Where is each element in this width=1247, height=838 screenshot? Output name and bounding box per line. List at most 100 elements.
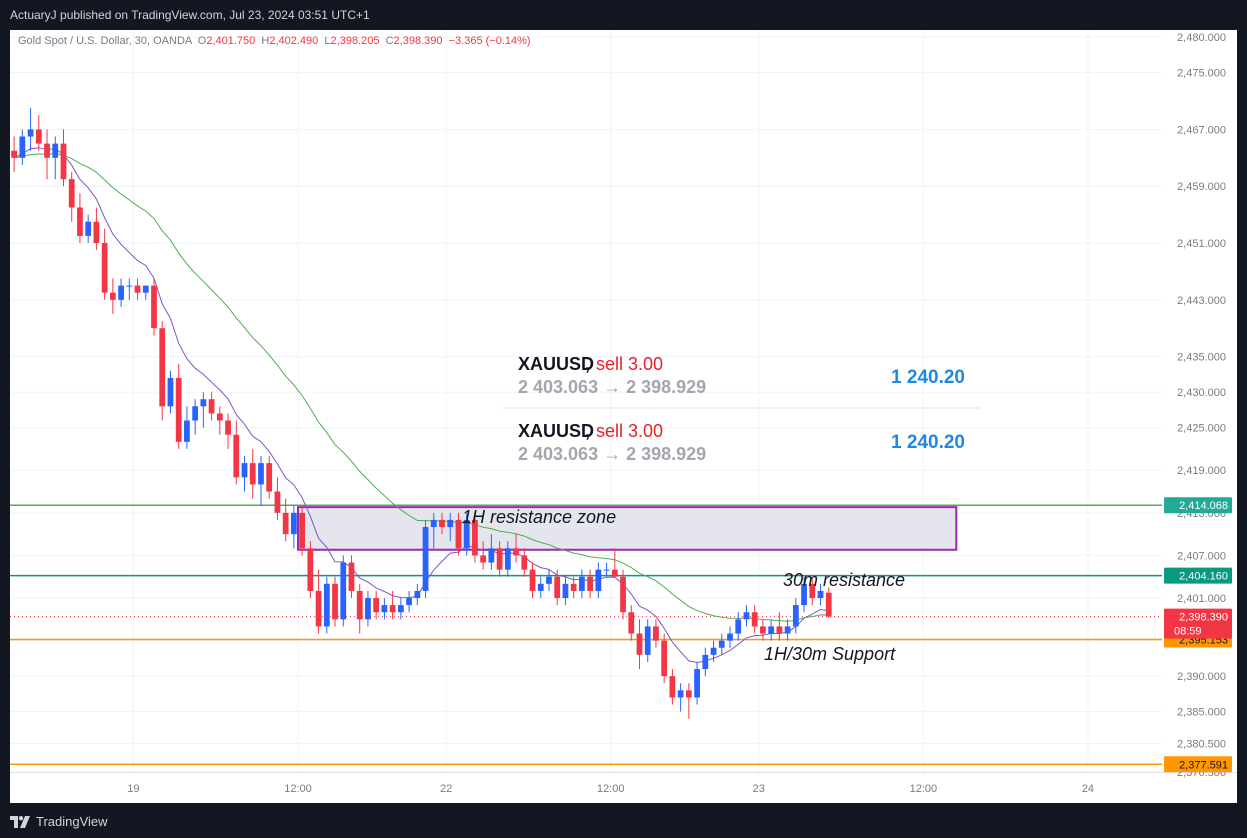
- candle-body[interactable]: [192, 406, 199, 421]
- candle-body[interactable]: [381, 605, 388, 613]
- candle-body[interactable]: [274, 491, 281, 513]
- candle-body[interactable]: [463, 519, 470, 549]
- candle-body[interactable]: [11, 150, 17, 158]
- candle-body[interactable]: [447, 519, 454, 528]
- candle-body[interactable]: [225, 420, 231, 435]
- candle-body[interactable]: [35, 129, 42, 144]
- candle-body[interactable]: [611, 569, 618, 577]
- candle-body[interactable]: [348, 562, 355, 591]
- candle-body[interactable]: [52, 143, 59, 158]
- candle-body[interactable]: [784, 626, 791, 634]
- candle-body[interactable]: [776, 626, 783, 634]
- candle-body[interactable]: [249, 463, 256, 485]
- candle-body[interactable]: [817, 590, 824, 599]
- candle-body[interactable]: [184, 420, 190, 442]
- candle-body[interactable]: [595, 569, 602, 591]
- candle-body[interactable]: [142, 285, 149, 293]
- candle-body[interactable]: [743, 612, 750, 620]
- candle-body[interactable]: [513, 548, 519, 556]
- candle-body[interactable]: [653, 626, 659, 641]
- candle-body[interactable]: [200, 399, 207, 407]
- candle-body[interactable]: [430, 519, 437, 528]
- candle-body[interactable]: [19, 136, 26, 158]
- candle-body[interactable]: [694, 669, 700, 698]
- candle-body[interactable]: [356, 590, 363, 620]
- candle-body[interactable]: [307, 548, 314, 591]
- candle-body[interactable]: [579, 576, 585, 591]
- candle-body[interactable]: [669, 676, 676, 698]
- candle-body[interactable]: [101, 243, 108, 293]
- candle-body[interactable]: [233, 434, 240, 478]
- price-axis[interactable]: [1162, 30, 1237, 772]
- candle-body[interactable]: [620, 576, 626, 613]
- candle-body[interactable]: [109, 292, 116, 300]
- candle-body[interactable]: [603, 569, 610, 571]
- candle-body[interactable]: [397, 605, 404, 613]
- candle-body[interactable]: [389, 605, 396, 613]
- time-axis[interactable]: [10, 772, 1237, 803]
- candle-body[interactable]: [587, 576, 593, 591]
- candle-body[interactable]: [661, 640, 668, 677]
- candle-body[interactable]: [735, 619, 742, 634]
- candle-body[interactable]: [727, 633, 733, 641]
- candle-body[interactable]: [768, 626, 775, 634]
- candle-body[interactable]: [472, 519, 478, 556]
- candle-body[interactable]: [570, 583, 577, 591]
- candle-body[interactable]: [93, 221, 100, 244]
- candle-body[interactable]: [792, 605, 799, 627]
- candle-body[interactable]: [151, 285, 157, 329]
- candle-body[interactable]: [216, 413, 223, 421]
- candle-body[interactable]: [44, 143, 50, 158]
- candle-body[interactable]: [406, 598, 412, 606]
- candle-body[interactable]: [644, 626, 651, 655]
- candle-body[interactable]: [685, 690, 692, 698]
- candle-body[interactable]: [68, 179, 75, 208]
- candle-body[interactable]: [118, 285, 124, 300]
- candle-body[interactable]: [422, 527, 429, 591]
- tradingview-logo[interactable]: TradingView: [10, 814, 108, 829]
- candle-body[interactable]: [159, 328, 166, 407]
- candle-body[interactable]: [751, 612, 758, 627]
- candle-body[interactable]: [167, 377, 174, 407]
- candle-body[interactable]: [455, 519, 462, 549]
- candle-body[interactable]: [134, 285, 141, 293]
- candle-body[interactable]: [299, 512, 305, 549]
- candle-body[interactable]: [373, 598, 380, 613]
- candle-body[interactable]: [529, 569, 536, 591]
- candle-body[interactable]: [60, 143, 67, 180]
- candle-body[interactable]: [554, 576, 561, 599]
- candle-body[interactable]: [241, 463, 248, 478]
- candle-body[interactable]: [332, 583, 338, 620]
- candle-body[interactable]: [537, 583, 544, 591]
- candle-body[interactable]: [760, 626, 766, 634]
- candle-body[interactable]: [414, 590, 421, 599]
- candle-body[interactable]: [282, 512, 289, 535]
- candle-body[interactable]: [315, 590, 322, 627]
- candle-body[interactable]: [702, 654, 709, 670]
- candle-body[interactable]: [77, 207, 83, 236]
- candle-body[interactable]: [677, 690, 684, 698]
- candle-body[interactable]: [710, 647, 717, 655]
- candle-body[interactable]: [258, 463, 264, 485]
- candle-body[interactable]: [496, 548, 503, 570]
- candle-body[interactable]: [562, 583, 569, 599]
- candle-body[interactable]: [175, 377, 182, 442]
- candle-body[interactable]: [340, 562, 347, 620]
- candle-body[interactable]: [801, 583, 807, 606]
- candle-body[interactable]: [546, 576, 552, 584]
- candle-body[interactable]: [323, 583, 330, 627]
- candle-body[interactable]: [718, 640, 725, 648]
- candle-body[interactable]: [85, 221, 92, 236]
- candle-body[interactable]: [636, 633, 643, 655]
- candle-body[interactable]: [126, 285, 133, 287]
- candle-body[interactable]: [825, 592, 832, 617]
- resistance-zone-box[interactable]: [297, 506, 958, 551]
- candle-body[interactable]: [365, 598, 371, 620]
- candle-body[interactable]: [27, 129, 34, 137]
- candle-body[interactable]: [628, 612, 635, 634]
- candle-body[interactable]: [488, 548, 495, 563]
- candle-body[interactable]: [208, 399, 215, 414]
- candle-body[interactable]: [504, 548, 511, 570]
- candle-body[interactable]: [480, 555, 487, 563]
